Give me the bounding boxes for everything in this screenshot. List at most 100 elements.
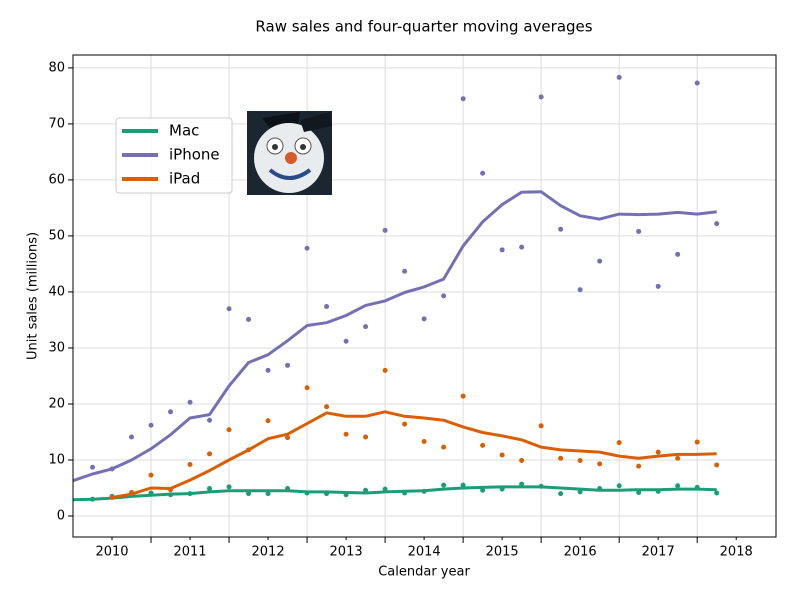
x-tick-label: 2014 (408, 545, 441, 560)
data-point (441, 482, 447, 488)
legend: Mac iPhone iPad (115, 117, 233, 194)
x-axis-label: Calendar year (378, 565, 470, 580)
data-point (207, 486, 213, 492)
data-point (265, 367, 271, 373)
data-point (207, 451, 213, 457)
data-point (616, 74, 622, 80)
data-point (246, 316, 252, 322)
moving-average-line (72, 190, 717, 483)
data-point (187, 399, 193, 405)
x-tick-label: 2016 (564, 545, 597, 560)
data-point (655, 283, 661, 289)
data-point (285, 435, 291, 441)
data-point (616, 483, 622, 489)
data-point (519, 481, 525, 487)
data-point (402, 268, 408, 274)
data-point (304, 245, 310, 251)
x-tick-label: 2012 (252, 545, 285, 560)
x-tick-label: 2015 (486, 545, 519, 560)
data-point (382, 227, 388, 233)
data-point (363, 434, 369, 440)
data-point (285, 362, 291, 368)
chart-title: Raw sales and four-quarter moving averag… (255, 18, 592, 36)
moving-average-line (111, 410, 717, 499)
data-point (304, 385, 310, 391)
data-point (460, 482, 466, 488)
data-point (460, 393, 466, 399)
data-point (402, 421, 408, 427)
data-point (421, 316, 427, 322)
data-point (714, 221, 720, 227)
data-point (363, 324, 369, 330)
x-tick-label: 2017 (642, 545, 675, 560)
y-tick-label: 10 (48, 452, 65, 467)
data-point (714, 490, 720, 496)
y-tick-label: 50 (48, 228, 65, 243)
legend-label: Mac (169, 122, 199, 140)
data-point (148, 472, 154, 478)
data-point (324, 304, 330, 310)
data-point (441, 444, 447, 450)
data-point (499, 247, 505, 253)
data-point (226, 484, 232, 490)
moving-average-line (72, 485, 717, 502)
data-point (636, 228, 642, 234)
x-tick-label: 2013 (330, 545, 363, 560)
data-point (382, 367, 388, 373)
data-point (207, 417, 213, 423)
data-point (480, 442, 486, 448)
data-point (246, 491, 252, 497)
data-point (597, 461, 603, 467)
data-point (343, 338, 349, 344)
y-tick-label: 70 (48, 116, 65, 131)
data-point (577, 287, 583, 293)
data-point (480, 170, 486, 176)
data-point (265, 418, 271, 424)
data-point (343, 431, 349, 437)
data-point (597, 258, 603, 264)
y-tick-label: 80 (48, 60, 65, 75)
data-point (675, 455, 681, 461)
data-point (558, 226, 564, 232)
y-tick-label: 20 (48, 396, 65, 411)
data-point (148, 422, 154, 428)
data-point (460, 96, 466, 102)
x-tick-label: 2011 (173, 545, 206, 560)
data-point (519, 458, 525, 464)
data-point (441, 293, 447, 299)
data-point (675, 483, 681, 489)
plot-data (72, 74, 720, 502)
data-point (538, 423, 544, 429)
data-point (265, 491, 271, 497)
y-axis-label: Unit sales (millions) (26, 232, 41, 360)
y-tick-label: 60 (48, 172, 65, 187)
legend-label: iPhone (169, 146, 220, 164)
data-point (382, 486, 388, 492)
data-point (558, 455, 564, 461)
data-point (519, 244, 525, 250)
y-tick-label: 0 (57, 508, 65, 523)
data-point (538, 94, 544, 100)
data-point (655, 449, 661, 455)
x-tick-label: 2010 (95, 545, 128, 560)
data-point (168, 409, 174, 415)
x-tick-label: 2018 (720, 545, 753, 560)
image (247, 111, 332, 195)
data-point (499, 452, 505, 458)
data-point (187, 461, 193, 467)
data-point (616, 440, 622, 446)
data-point (675, 251, 681, 257)
data-point (577, 458, 583, 464)
data-point (480, 487, 486, 493)
data-point (694, 80, 700, 86)
data-point (694, 439, 700, 445)
data-point (558, 491, 564, 497)
y-tick-label: 30 (48, 340, 65, 355)
data-point (714, 462, 720, 468)
data-point (226, 427, 232, 433)
data-point (129, 434, 135, 440)
data-point (324, 404, 330, 410)
data-point (636, 463, 642, 469)
